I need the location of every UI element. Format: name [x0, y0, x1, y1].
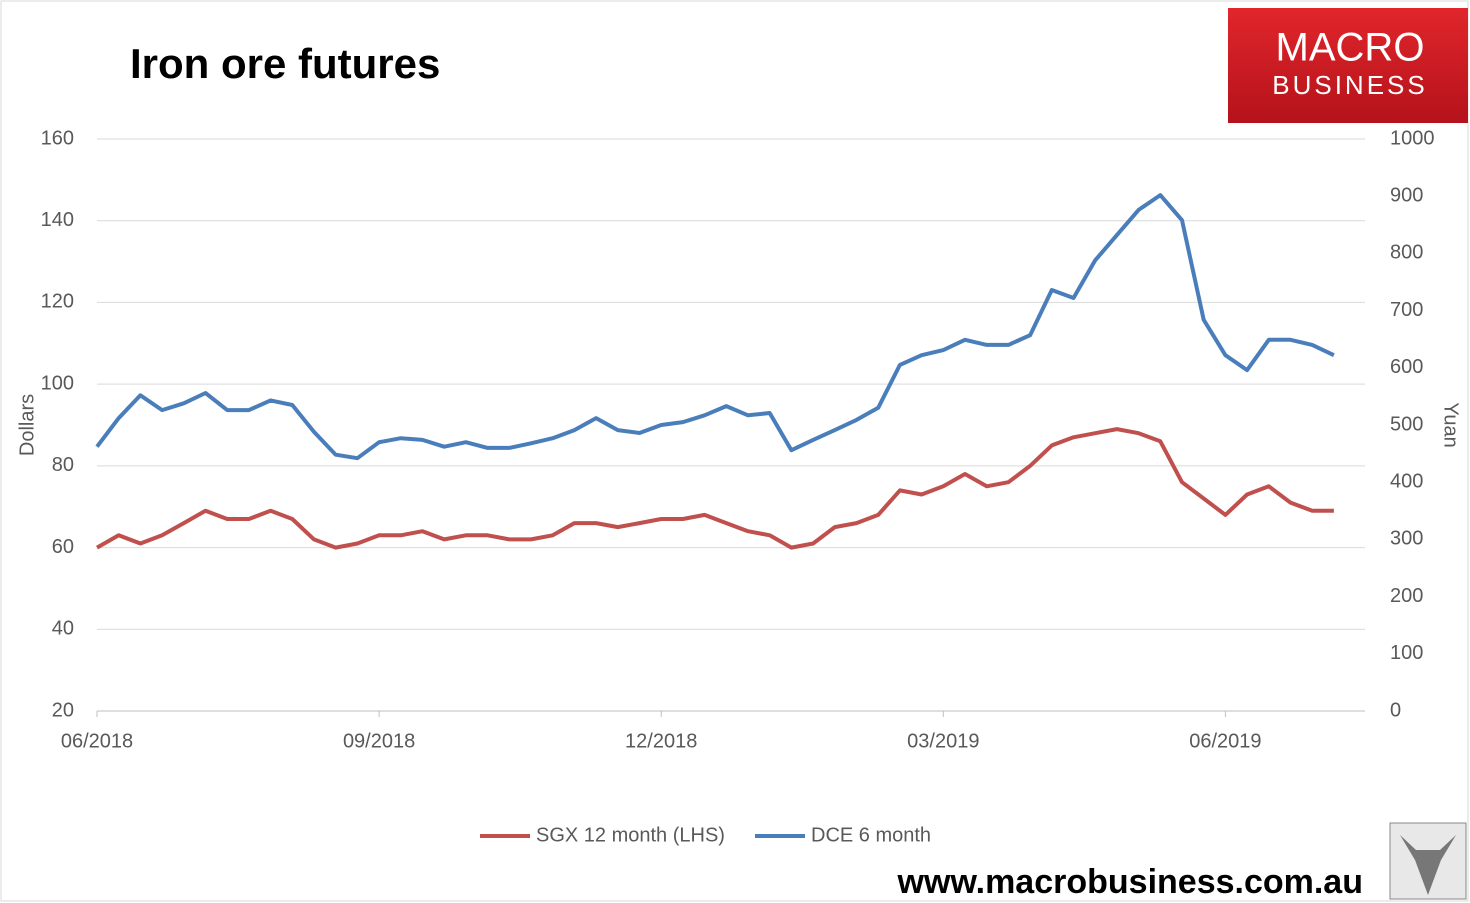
x-tick-label: 06/2018 — [61, 730, 133, 752]
y2-tick-label: 0 — [1390, 699, 1401, 721]
y-tick-label: 80 — [52, 454, 74, 476]
footer-url: www.macrobusiness.com.au — [897, 863, 1363, 901]
series-line — [96, 427, 1334, 550]
logo-box — [1228, 8, 1468, 123]
x-tick-label: 12/2018 — [625, 730, 697, 752]
y-tick-label: 20 — [52, 699, 74, 721]
y-tick-label: 160 — [41, 127, 74, 149]
y2-tick-label: 900 — [1390, 184, 1423, 206]
wolf-icon-shape — [1400, 835, 1456, 895]
y-axis-label: Dollars — [16, 394, 38, 456]
logo-text: MACRO — [1276, 26, 1425, 70]
y2-tick-label: 300 — [1390, 528, 1423, 550]
y2-tick-label: 700 — [1390, 299, 1423, 321]
y2-tick-label: 800 — [1390, 242, 1423, 264]
series-line — [95, 193, 1335, 461]
x-tick-label: 03/2019 — [907, 730, 979, 752]
y2-tick-label: 400 — [1390, 470, 1423, 492]
y-tick-label: 40 — [52, 618, 74, 640]
y2-tick-label: 500 — [1390, 413, 1423, 435]
y2-tick-label: 600 — [1390, 356, 1423, 378]
y2-axis-label: Yuan — [1440, 402, 1462, 448]
y2-tick-label: 1000 — [1390, 127, 1435, 149]
y-tick-label: 140 — [41, 209, 74, 231]
legend-label: DCE 6 month — [811, 824, 931, 846]
y-tick-label: 100 — [41, 372, 74, 394]
chart-title: Iron ore futures — [130, 40, 440, 87]
legend-label: SGX 12 month (LHS) — [536, 824, 725, 846]
logo-text: BUSINESS — [1272, 70, 1428, 100]
x-tick-label: 06/2019 — [1189, 730, 1261, 752]
y2-tick-label: 100 — [1390, 642, 1423, 664]
y-tick-label: 120 — [41, 291, 74, 313]
y2-tick-label: 200 — [1390, 585, 1423, 607]
x-tick-label: 09/2018 — [343, 730, 415, 752]
y-tick-label: 60 — [52, 536, 74, 558]
